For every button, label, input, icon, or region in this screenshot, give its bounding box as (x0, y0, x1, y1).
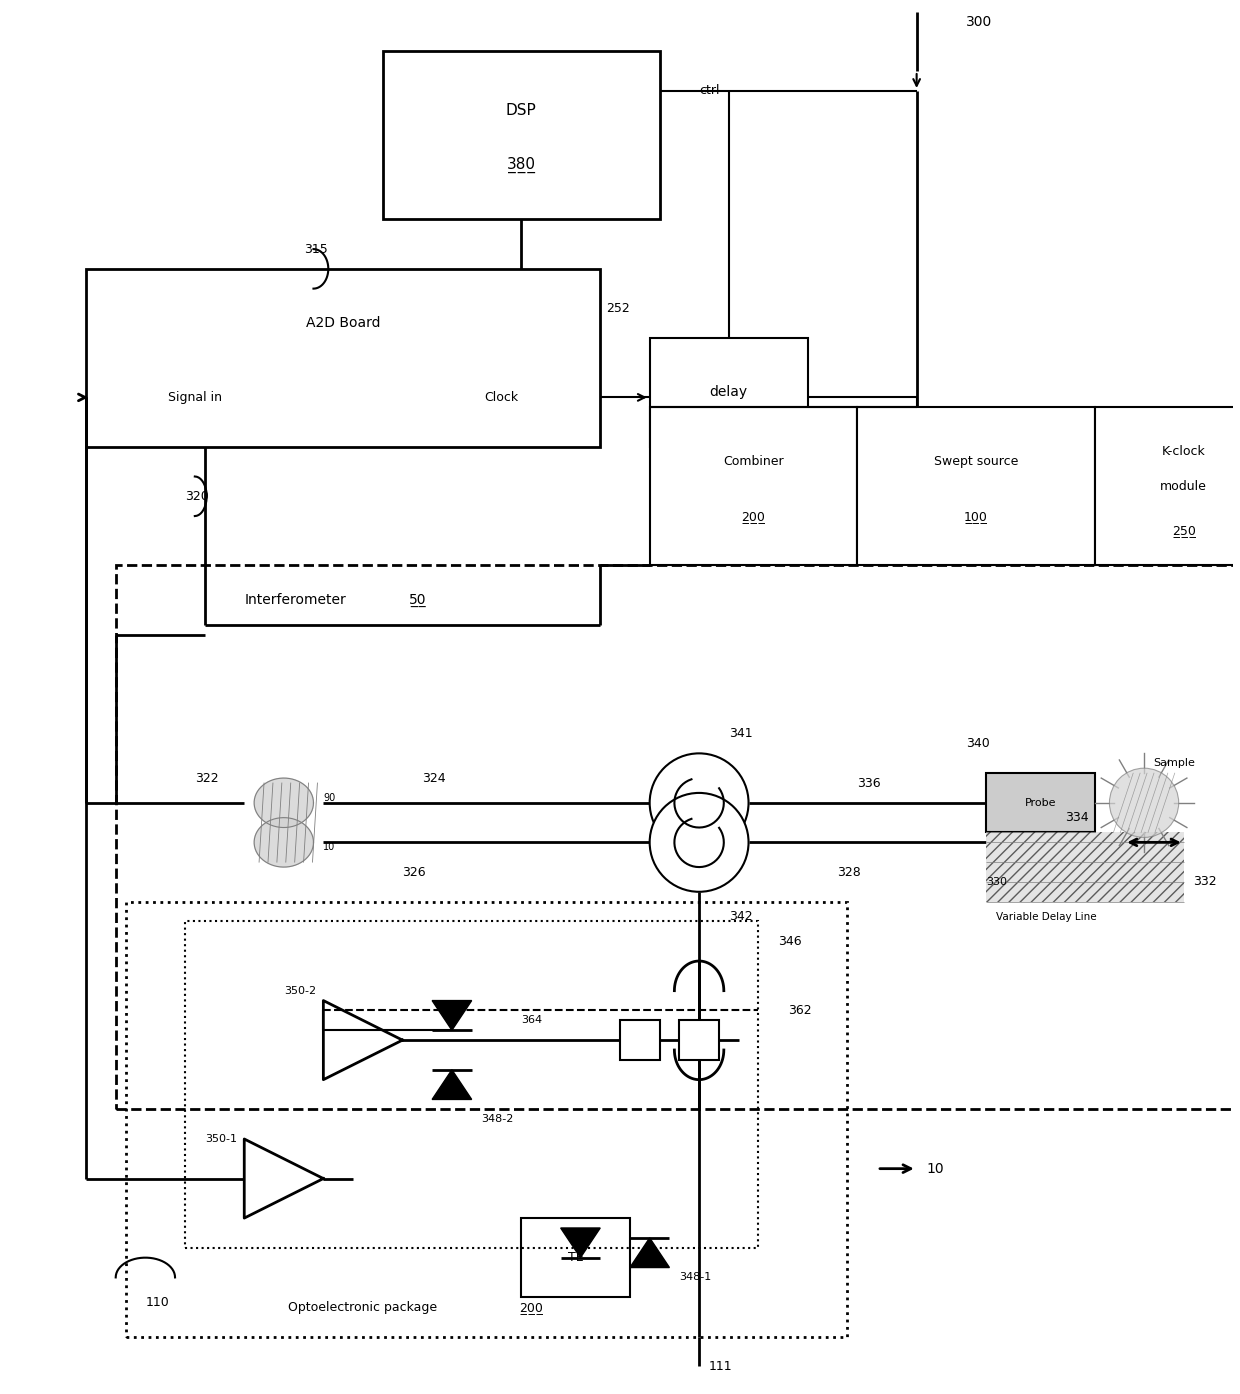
FancyBboxPatch shape (383, 52, 660, 219)
Text: 2̲0̲0̲: 2̲0̲0̲ (520, 1301, 543, 1313)
Text: 346: 346 (779, 935, 802, 948)
Text: 332: 332 (1194, 875, 1218, 888)
Text: 350-2: 350-2 (284, 986, 316, 995)
Text: TE: TE (568, 1252, 583, 1264)
Polygon shape (432, 1069, 471, 1100)
Text: Sample: Sample (1153, 758, 1194, 768)
Text: 350-1: 350-1 (205, 1133, 237, 1144)
FancyBboxPatch shape (680, 1020, 719, 1059)
FancyBboxPatch shape (650, 407, 857, 566)
Text: 252: 252 (606, 302, 630, 315)
Polygon shape (560, 1228, 600, 1257)
Text: Clock: Clock (485, 390, 518, 404)
FancyBboxPatch shape (1095, 407, 1240, 566)
Text: module: module (1161, 480, 1207, 493)
Text: 341: 341 (729, 728, 753, 740)
Text: delay: delay (709, 386, 748, 400)
Text: 336: 336 (857, 776, 880, 789)
Text: 334: 334 (1065, 811, 1089, 824)
Text: 348-2: 348-2 (481, 1114, 513, 1124)
Text: 5̲0̲: 5̲0̲ (408, 592, 427, 608)
FancyBboxPatch shape (650, 339, 808, 447)
Text: 315: 315 (304, 243, 327, 255)
Polygon shape (630, 1238, 670, 1267)
Text: 2̲0̲0̲: 2̲0̲0̲ (742, 510, 765, 523)
Text: A2D Board: A2D Board (306, 316, 381, 330)
Circle shape (650, 753, 749, 852)
Polygon shape (432, 1001, 471, 1030)
FancyBboxPatch shape (986, 832, 1184, 902)
Text: ctrl: ctrl (699, 85, 719, 98)
Text: 324: 324 (423, 772, 446, 785)
Text: 300: 300 (966, 15, 992, 29)
Text: Interferometer: Interferometer (244, 592, 346, 608)
FancyBboxPatch shape (521, 1218, 630, 1298)
Text: 342: 342 (729, 910, 753, 923)
FancyBboxPatch shape (620, 1020, 660, 1059)
Text: 326: 326 (403, 866, 427, 878)
Circle shape (650, 793, 749, 892)
FancyBboxPatch shape (986, 774, 1095, 832)
Text: 111: 111 (709, 1361, 733, 1373)
Text: Combiner: Combiner (723, 456, 784, 468)
Text: K-clock: K-clock (1162, 445, 1205, 459)
FancyBboxPatch shape (86, 269, 600, 447)
Text: 362: 362 (789, 1004, 812, 1018)
Text: 90: 90 (324, 793, 336, 803)
FancyBboxPatch shape (857, 407, 1095, 566)
Text: 330: 330 (986, 877, 1007, 887)
Circle shape (1110, 768, 1179, 838)
Polygon shape (254, 778, 314, 828)
Text: 2̲5̲0̲: 2̲5̲0̲ (1172, 524, 1195, 537)
Text: Swept source: Swept source (934, 456, 1018, 468)
Text: 110: 110 (145, 1295, 169, 1309)
Text: 320: 320 (185, 489, 208, 503)
Text: Signal in: Signal in (167, 390, 222, 404)
Text: 3̲8̲0̲: 3̲8̲0̲ (507, 158, 536, 173)
Text: 340: 340 (966, 737, 990, 750)
Text: 10: 10 (926, 1161, 944, 1175)
Text: 364: 364 (521, 1015, 542, 1026)
Polygon shape (254, 818, 314, 867)
Text: 1̲0̲0̲: 1̲0̲0̲ (963, 510, 988, 523)
Text: Variable Delay Line: Variable Delay Line (996, 912, 1096, 921)
Text: Probe: Probe (1024, 797, 1056, 807)
Text: 348-1: 348-1 (680, 1273, 712, 1282)
Text: DSP: DSP (506, 103, 537, 118)
Text: 322: 322 (195, 772, 218, 785)
Text: 10: 10 (324, 842, 336, 852)
Text: Optoelectronic package: Optoelectronic package (289, 1301, 438, 1313)
Text: 328: 328 (837, 866, 862, 878)
